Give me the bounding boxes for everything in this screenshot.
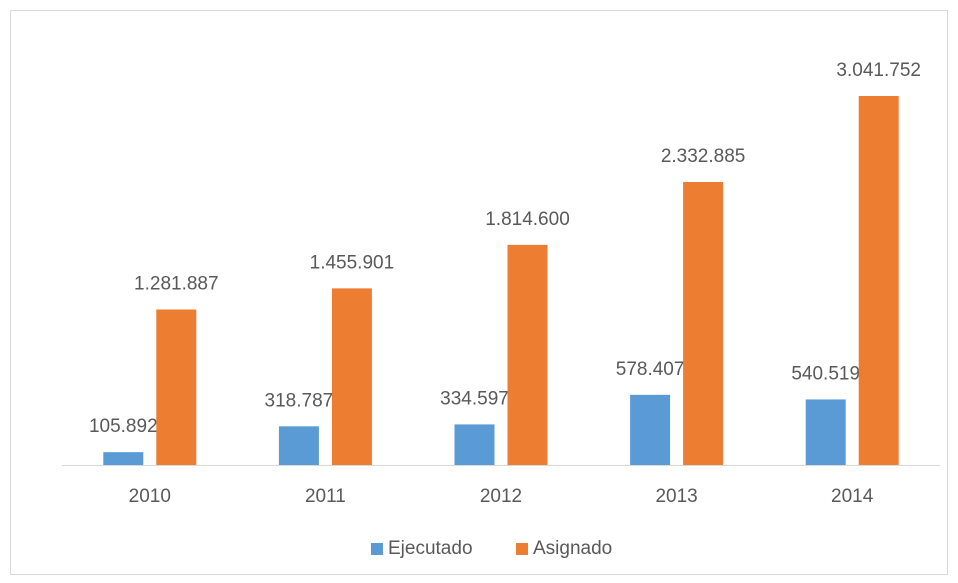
- value-label: 1.281.887: [134, 274, 219, 295]
- chart-frame: [10, 10, 948, 575]
- value-label: 1.814.600: [485, 209, 570, 230]
- value-label: 318.787: [265, 390, 334, 411]
- value-label: 105.892: [89, 416, 158, 437]
- bar: [331, 288, 372, 465]
- bar: [630, 394, 671, 465]
- x-tick-label: 2010: [129, 486, 171, 507]
- bar: [683, 181, 724, 465]
- legend-swatch: [371, 543, 383, 555]
- legend-label: Ejecutado: [388, 538, 473, 559]
- bar: [454, 424, 495, 465]
- bar: [858, 96, 899, 465]
- value-label: 578.407: [616, 359, 685, 380]
- bar: [805, 399, 846, 465]
- legend-label: Asignado: [533, 538, 612, 559]
- value-label: 1.455.901: [310, 252, 395, 273]
- x-tick-label: 2014: [831, 486, 874, 507]
- x-tick-label: 2012: [480, 486, 522, 507]
- value-label: 2.332.885: [661, 146, 746, 167]
- x-tick-label: 2013: [655, 486, 697, 507]
- bar: [278, 426, 319, 465]
- value-label: 3.041.752: [836, 60, 921, 81]
- legend-swatch: [516, 543, 528, 555]
- bar: [156, 309, 197, 465]
- bar: [103, 452, 144, 465]
- value-label: 334.597: [440, 388, 509, 409]
- value-label: 540.519: [791, 363, 860, 384]
- x-tick-label: 2011: [305, 486, 346, 507]
- bar: [507, 244, 548, 465]
